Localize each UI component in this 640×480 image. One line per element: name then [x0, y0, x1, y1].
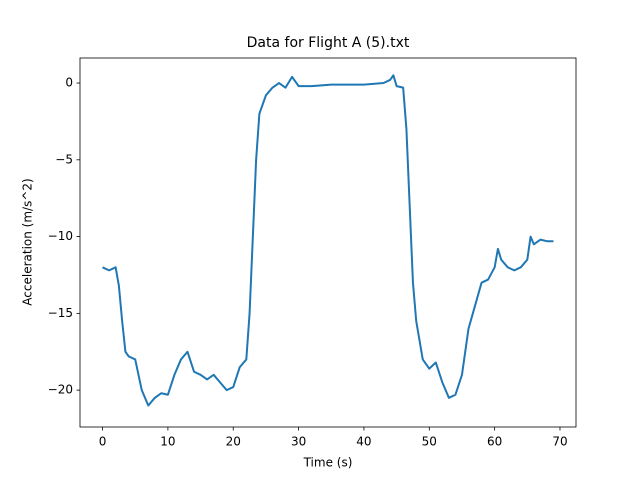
- y-tick-label: −20: [48, 383, 73, 397]
- y-axis-label: Acceleration (m/s^2): [21, 178, 35, 305]
- axes-frame: [79, 57, 577, 428]
- y-tick-label: 0: [65, 76, 73, 90]
- x-tick-label: 0: [99, 435, 107, 449]
- x-axis-label: Time (s): [303, 456, 353, 470]
- x-tick-label: 40: [356, 435, 371, 449]
- x-tick-label: 70: [552, 435, 567, 449]
- y-tick-label: −15: [48, 306, 73, 320]
- x-tick-label: 50: [422, 435, 437, 449]
- x-tick-label: 60: [487, 435, 502, 449]
- y-tick-label: −10: [48, 229, 73, 243]
- x-tick-label: 10: [160, 435, 175, 449]
- data-line: [102, 74, 554, 407]
- chart-title: Data for Flight A (5).txt: [247, 35, 410, 51]
- x-tick-label: 20: [226, 435, 241, 449]
- y-tick-label: −5: [55, 152, 73, 166]
- x-tick-label: 30: [291, 435, 306, 449]
